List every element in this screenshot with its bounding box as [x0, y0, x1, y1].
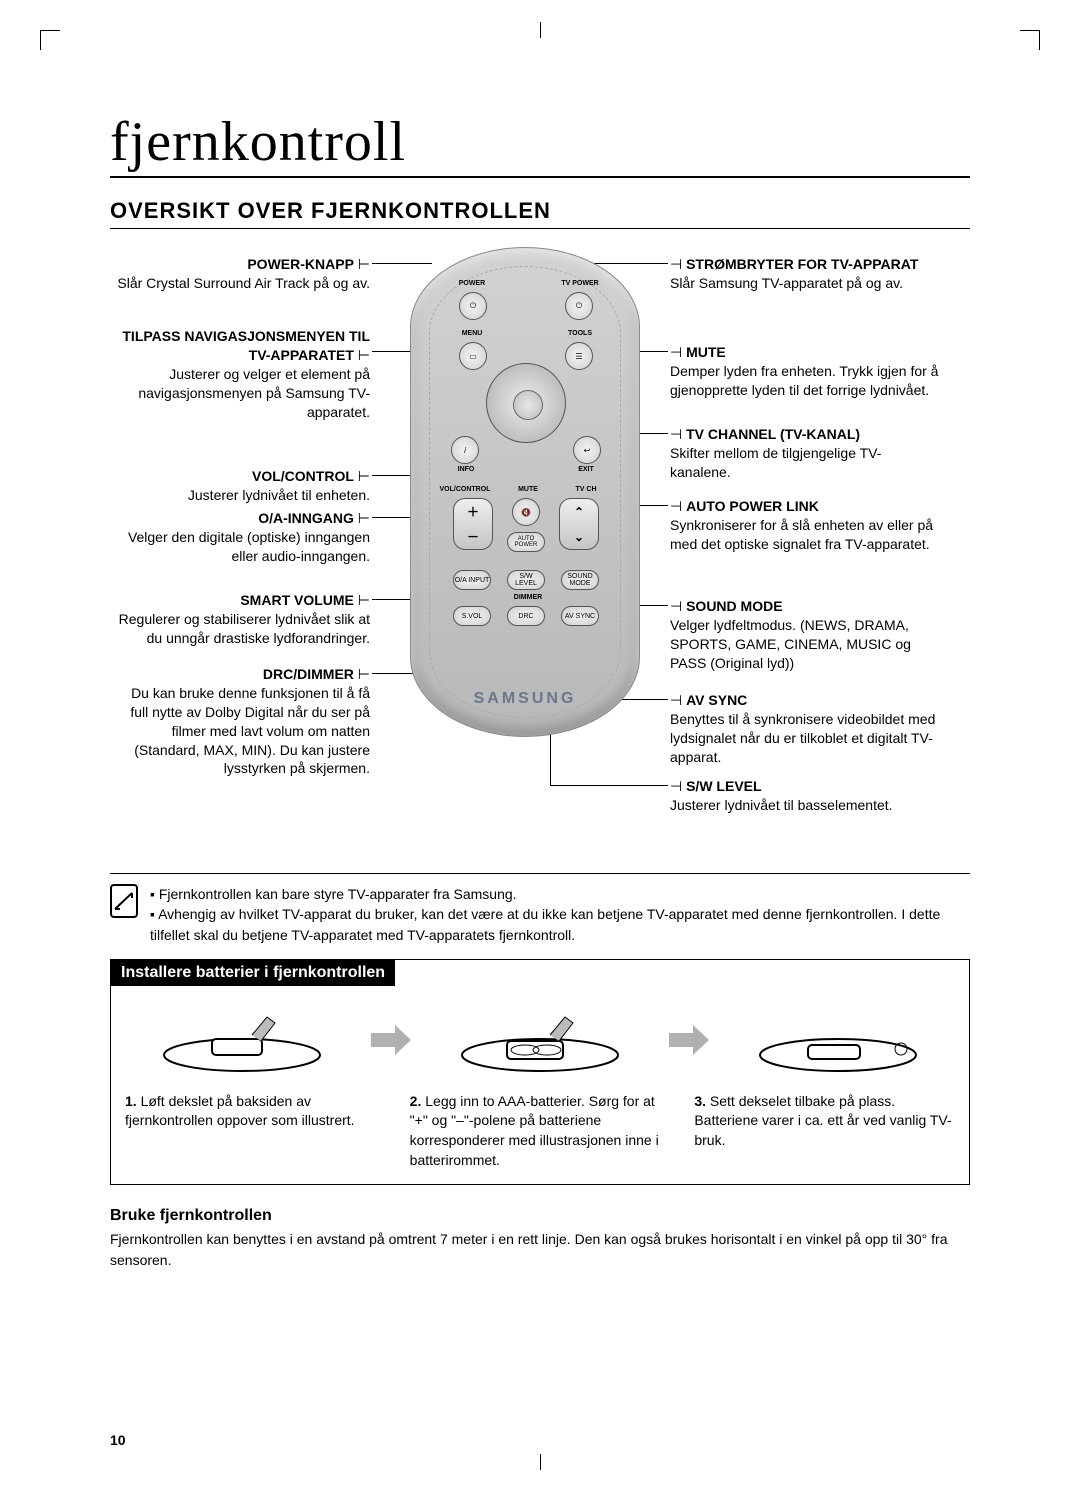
label-exit: EXIT — [561, 466, 611, 473]
label-power: POWER — [447, 280, 497, 287]
btn-drc: DRC — [507, 606, 545, 626]
note-2: Avhengig av hvilket TV-apparat du bruker… — [150, 904, 970, 945]
btn-tvch: ⌃⌄ — [559, 498, 599, 550]
remote-illustration: POWER TV POWER ⏻ ⏻ MENU TOOLS ▭ ☰ i ↩ IN… — [410, 247, 640, 737]
note-1: Fjernkontrollen kan bare styre TV-appara… — [150, 884, 970, 904]
btn-info: i — [451, 436, 479, 464]
battery-header: Installere batterier i fjernkontrollen — [111, 960, 395, 986]
brand-logo: SAMSUNG — [411, 690, 639, 708]
btn-sw: S/W LEVEL — [507, 570, 545, 590]
callout-power: POWER-KNAPP ⊢Slår Crystal Surround Air T… — [110, 255, 370, 293]
use-header: Bruke fjernkontrollen — [110, 1207, 970, 1225]
battery-step-1: 1. Løft dekslet på baksiden av fjernkont… — [125, 1092, 386, 1170]
callout-tvch: ⊣ TV CHANNEL (TV-KANAL)Skifter mellom de… — [670, 425, 940, 482]
note-icon — [110, 884, 138, 918]
btn-autopower: AUTO POWER — [507, 532, 545, 552]
label-menu: MENU — [447, 330, 497, 337]
remote-overview: POWER-KNAPP ⊢Slår Crystal Surround Air T… — [110, 247, 970, 867]
callout-autopower: ⊣ AUTO POWER LINKSynkroniserer for å slå… — [670, 497, 940, 554]
callout-sound: ⊣ SOUND MODEVelger lydfeltmodus. (NEWS, … — [670, 597, 940, 673]
callout-tvpower: ⊣ STRØMBRYTER FOR TV-APPARATSlår Samsung… — [670, 255, 940, 293]
btn-tools: ☰ — [565, 342, 593, 370]
page-title: fjernkontroll — [110, 110, 970, 178]
btn-vol: ＋－ — [453, 498, 493, 550]
notes: Fjernkontrollen kan bare styre TV-appara… — [110, 873, 970, 945]
label-tvch: TV CH — [561, 486, 611, 493]
battery-box: Installere batterier i fjernkontrollen 1… — [110, 959, 970, 1185]
btn-tvpower: ⏻ — [565, 292, 593, 320]
btn-power: ⏻ — [459, 292, 487, 320]
btn-sound: SOUND MODE — [561, 570, 599, 590]
callout-svol: SMART VOLUME ⊢Regulerer og stabiliserer … — [110, 591, 370, 648]
battery-step3-img — [719, 996, 957, 1084]
label-volcontrol: VOL/CONTROL — [435, 486, 495, 493]
section-header: OVERSIKT OVER FJERNKONTROLLEN — [110, 198, 970, 229]
label-tools: TOOLS — [555, 330, 605, 337]
btn-oa: O/A INPUT — [453, 570, 491, 590]
label-dimmer: DIMMER — [503, 594, 553, 601]
arrow-icon — [669, 1025, 709, 1055]
label-info: INFO — [441, 466, 491, 473]
page-number: 10 — [110, 1432, 126, 1448]
label-mute: MUTE — [503, 486, 553, 493]
btn-svol: S.VOL — [453, 606, 491, 626]
label-tvpower: TV POWER — [555, 280, 605, 287]
callout-swlevel: ⊣ S/W LEVELJusterer lydnivået til bassel… — [670, 777, 940, 815]
callout-vol: VOL/CONTROL ⊢Justerer lydnivået til enhe… — [110, 467, 370, 505]
btn-avsync: AV SYNC — [561, 606, 599, 626]
callout-drc: DRC/DIMMER ⊢Du kan bruke denne funksjone… — [110, 665, 370, 778]
btn-menu: ▭ — [459, 342, 487, 370]
battery-step-3: 3. Sett dekselet tilbake på plass. Batte… — [694, 1092, 955, 1170]
battery-step1-img — [123, 996, 361, 1084]
btn-mute: 🔇 — [512, 498, 540, 526]
use-text: Fjernkontrollen kan benyttes i en avstan… — [110, 1229, 970, 1270]
dpad — [486, 363, 566, 443]
callout-oa: O/A-INNGANG ⊢Velger den digitale (optisk… — [110, 509, 370, 566]
arrow-icon — [371, 1025, 411, 1055]
callout-avsync: ⊣ AV SYNCBenyttes til å synkronisere vid… — [670, 691, 940, 767]
battery-step2-img — [421, 996, 659, 1084]
btn-exit: ↩ — [573, 436, 601, 464]
battery-step-2: 2. Legg inn to AAA-batterier. Sørg for a… — [410, 1092, 671, 1170]
callout-mute: ⊣ MUTEDemper lyden fra enheten. Trykk ig… — [670, 343, 940, 400]
callout-nav: TILPASS NAVIGASJONSMENYEN TIL TV-APPARAT… — [110, 327, 370, 421]
